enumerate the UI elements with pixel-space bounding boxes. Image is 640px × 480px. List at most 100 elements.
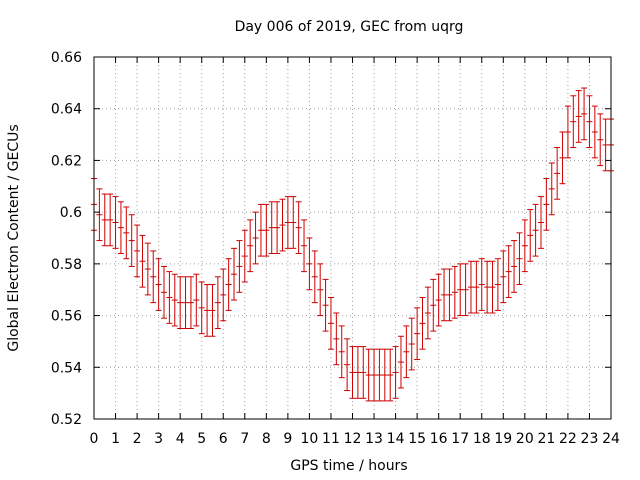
errorbar-point [107, 193, 114, 247]
errorbar-point [548, 162, 555, 216]
errorbar-point [301, 219, 308, 273]
x-tick-label: 0 [90, 431, 99, 447]
y-tick-label: 0.58 [51, 257, 82, 273]
errorbar-point [554, 147, 561, 200]
errorbar-point [586, 95, 593, 148]
errorbar-point [403, 325, 410, 379]
x-tick-label: 23 [581, 431, 599, 447]
errorbar-point [575, 90, 582, 143]
errorbar-point [236, 240, 243, 293]
errorbar-point [101, 193, 108, 247]
errorbar-point [414, 307, 421, 361]
errorbar-point [537, 196, 544, 249]
errorbar-point [327, 296, 334, 350]
errorbar-point [397, 335, 404, 389]
x-tick-label: 6 [219, 431, 228, 447]
errorbar-point [408, 317, 415, 371]
errorbar-point [457, 263, 464, 317]
errorbar-point [177, 276, 184, 329]
errorbar-point [322, 278, 329, 332]
errorbar-point [144, 242, 151, 296]
y-axis-label: Global Electron Content / GECUs [6, 124, 22, 351]
errorbar-point [500, 250, 507, 304]
errorbar-point [247, 219, 254, 273]
errorbar-point [306, 237, 313, 291]
x-tick-label: 15 [408, 431, 426, 447]
errorbar-point [344, 338, 351, 392]
x-tick-label: 5 [197, 431, 206, 447]
errorbar-point [268, 201, 275, 255]
errorbar-point [484, 260, 491, 314]
errorbar-point [441, 268, 448, 322]
errorbar-point [543, 178, 550, 231]
errorbar-point [295, 201, 302, 255]
errorbar-point [354, 346, 361, 399]
errorbar-point [317, 263, 324, 317]
errorbar-point [527, 209, 534, 262]
x-tick-label: 9 [283, 431, 292, 447]
errorbar-point [521, 219, 528, 273]
errorbar-point [166, 271, 173, 324]
errorbar-point [349, 346, 356, 399]
y-tick-label: 0.66 [51, 50, 82, 66]
x-tick-label: 2 [133, 431, 142, 447]
errorbar-point [446, 268, 453, 322]
errorbar-point [424, 286, 431, 340]
errorbar-point [139, 234, 146, 288]
errorbar-point [150, 250, 157, 304]
x-tick-label: 8 [262, 431, 271, 447]
errorbar-point [257, 203, 264, 257]
errorbar-point [128, 214, 135, 267]
x-axis-label: GPS time / hours [290, 458, 407, 474]
x-tick-label: 3 [154, 431, 163, 447]
errorbar-point [225, 258, 232, 311]
errorbar-point [494, 258, 501, 311]
errorbar-point [419, 296, 426, 350]
errorbar-point [371, 348, 378, 402]
errorbar-point [117, 201, 124, 255]
errorbar-point [602, 118, 609, 172]
errorbar-point [171, 273, 178, 327]
errorbar-point [505, 245, 512, 298]
errorbar-point [290, 196, 297, 249]
errorbar-series [91, 87, 614, 402]
y-tick-label: 0.6 [60, 205, 82, 221]
errorbar-point [198, 281, 205, 335]
errorbar-point [392, 346, 399, 399]
errorbar-point [473, 260, 480, 314]
errorbar-point [204, 284, 211, 337]
errorbar-point [581, 87, 588, 141]
chart-title: Day 006 of 2019, GEC from uqrg [235, 19, 464, 35]
y-tick-label: 0.56 [51, 309, 82, 325]
x-tick-label: 21 [537, 431, 555, 447]
errorbar-point [187, 276, 194, 329]
errorbar-point [559, 131, 566, 185]
errorbar-point [462, 263, 469, 317]
errorbar-point [570, 95, 577, 148]
errorbar-point [123, 206, 130, 260]
errorbar-point [478, 258, 485, 311]
errorbar-point [284, 196, 291, 249]
x-tick-label: 7 [240, 431, 249, 447]
errorbar-point [489, 260, 496, 314]
errorbar-point [112, 196, 119, 249]
x-tick-label: 18 [473, 431, 491, 447]
axis-ticks [93, 56, 612, 420]
errorbar-point [564, 105, 571, 159]
tick-labels: 0 1 2 3 4 5 6 7 8 9 10 11 12 13 14 15 16 17 18 19 20 21 22 23 24… [51, 50, 620, 447]
x-tick-label: 24 [602, 431, 620, 447]
errorbar-point [279, 198, 286, 252]
errorbar-point [365, 348, 372, 402]
errorbar-point [220, 268, 227, 322]
y-tick-label: 0.54 [51, 360, 82, 376]
x-tick-label: 10 [301, 431, 319, 447]
errorbar-point [311, 250, 318, 304]
errorbar-point [161, 265, 168, 319]
errorbar-point [435, 273, 442, 327]
x-tick-label: 1 [111, 431, 120, 447]
errorbar-point [516, 232, 523, 286]
errorbar-point [96, 188, 103, 242]
errorbar-point [231, 247, 238, 301]
errorbar-point [193, 273, 200, 327]
